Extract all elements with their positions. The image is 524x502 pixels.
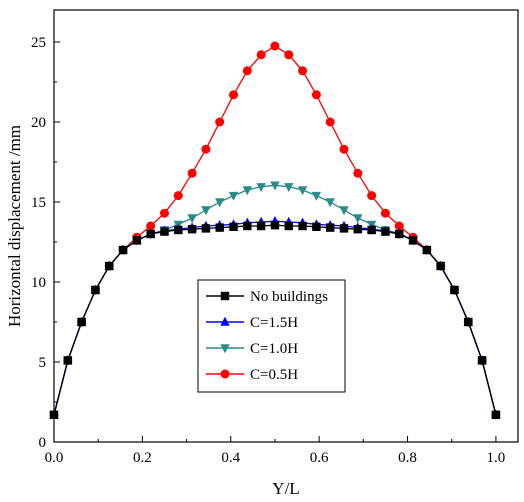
data-point	[298, 66, 308, 76]
data-point	[270, 41, 280, 51]
data-point	[215, 117, 225, 127]
x-tick-label: 0.0	[45, 450, 64, 466]
data-point	[325, 223, 335, 232]
data-point	[187, 225, 197, 234]
data-point	[105, 261, 114, 271]
data-point	[215, 198, 225, 208]
y-tick-label: 5	[39, 355, 47, 371]
data-point	[256, 183, 266, 192]
data-point	[229, 222, 238, 231]
data-point	[228, 191, 239, 201]
data-point	[146, 221, 156, 231]
data-point	[339, 144, 349, 154]
data-point	[91, 285, 100, 295]
data-point	[367, 225, 376, 235]
legend-entry: C=0.5H	[206, 367, 298, 383]
data-point	[491, 410, 501, 419]
data-point	[395, 229, 404, 239]
plot-frame	[53, 9, 519, 443]
data-point	[436, 261, 445, 271]
data-point	[325, 117, 335, 127]
data-point	[201, 224, 211, 233]
data-point	[187, 214, 197, 224]
y-axis-title: Horizontal displacement /mm	[5, 125, 24, 327]
legend-marker	[220, 344, 230, 354]
data-point	[160, 227, 169, 236]
legend-label: C=1.5H	[250, 315, 298, 331]
data-point	[339, 206, 349, 216]
data-point	[159, 208, 169, 218]
data-point	[132, 236, 142, 245]
data-point	[311, 90, 321, 100]
y-tick-label: 25	[31, 35, 46, 51]
data-point	[256, 221, 266, 231]
y-tick-label: 15	[31, 195, 46, 211]
data-point	[146, 229, 155, 239]
legend-label: C=1.0H	[250, 341, 298, 357]
data-point	[242, 66, 252, 76]
legend-marker	[220, 291, 230, 301]
data-point	[353, 168, 363, 178]
legend-entry: C=1.5H	[206, 315, 298, 331]
y-tick-label: 10	[31, 275, 46, 291]
x-tick-label: 0.8	[398, 450, 417, 466]
data-point	[325, 198, 335, 208]
data-point	[256, 50, 266, 60]
data-point	[298, 221, 307, 231]
data-point	[408, 236, 418, 245]
data-point	[311, 191, 322, 201]
series-layer	[49, 41, 501, 420]
data-point	[284, 221, 293, 231]
data-point	[242, 186, 253, 196]
x-tick-label: 0.2	[133, 450, 152, 466]
data-point	[270, 181, 280, 191]
data-point	[339, 224, 349, 233]
data-point	[118, 245, 128, 255]
data-point	[450, 285, 459, 295]
data-point	[353, 225, 363, 234]
data-point	[284, 50, 294, 60]
data-point	[187, 168, 197, 178]
data-point	[380, 208, 390, 218]
legend: No buildings C=1.5H C=1.0H C=0.5H	[197, 279, 346, 393]
data-point	[201, 206, 211, 216]
data-point	[49, 410, 59, 419]
data-point	[270, 221, 280, 230]
legend-marker	[220, 369, 230, 379]
data-point	[63, 356, 73, 365]
data-point	[297, 186, 308, 196]
series-0	[49, 221, 501, 419]
data-point	[367, 191, 377, 201]
data-point	[477, 356, 487, 365]
data-point	[353, 214, 363, 224]
legend-marker	[220, 316, 230, 326]
data-point	[464, 317, 473, 327]
y-tick-label: 0	[39, 435, 47, 451]
x-axis-title: Y/L	[272, 479, 299, 498]
x-tick-label: 0.4	[221, 450, 240, 466]
data-point	[394, 221, 404, 231]
data-point	[174, 225, 183, 235]
data-point	[229, 90, 239, 100]
data-point	[173, 191, 183, 201]
x-tick-label: 0.6	[310, 450, 329, 466]
data-point	[201, 144, 211, 154]
legend-entry: C=1.0H	[206, 341, 298, 357]
data-point	[284, 183, 294, 192]
data-point	[312, 222, 321, 231]
legend-label: No buildings	[250, 289, 328, 305]
axis-ticks: 0.0 0.2 0.4 0.6 0.8 1.0 0 5 10 15 20 25	[31, 35, 505, 466]
x-tick-label: 1.0	[487, 450, 506, 466]
data-point	[215, 223, 224, 232]
data-point	[381, 227, 390, 236]
legend-label: C=0.5H	[250, 367, 298, 383]
legend-entry: No buildings	[206, 289, 328, 305]
data-point	[243, 221, 252, 231]
data-point	[77, 317, 86, 327]
data-point	[422, 245, 432, 255]
y-tick-label: 20	[31, 115, 46, 131]
